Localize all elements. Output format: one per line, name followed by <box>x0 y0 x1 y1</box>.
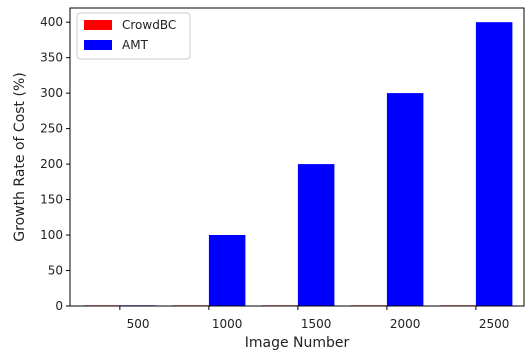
y-tick-label: 400 <box>40 15 63 29</box>
y-tick-label: 0 <box>55 299 63 313</box>
bar-amt-2000 <box>386 93 424 306</box>
y-tick-label: 100 <box>40 228 63 242</box>
y-tick-label: 150 <box>40 193 63 207</box>
bar-amt-2500 <box>475 22 513 306</box>
bar-amt-1000 <box>208 235 246 306</box>
bar-amt-1500 <box>297 164 335 306</box>
legend-label-crowdbc: CrowdBC <box>122 18 176 32</box>
x-axis-ticks: 500 1000 1500 2000 2500 <box>119 306 510 331</box>
legend: CrowdBC AMT <box>76 12 191 60</box>
y-tick-label: 350 <box>40 51 63 65</box>
y-tick-label: 300 <box>40 86 63 100</box>
y-tick-label: 200 <box>40 157 63 171</box>
y-axis-ticks: 0 50 100 150 200 250 300 350 400 <box>40 15 70 313</box>
x-tick-label: 2000 <box>390 317 421 331</box>
plot-frame <box>69 7 525 307</box>
x-tick-label: 1500 <box>301 317 332 331</box>
x-tick-label: 2500 <box>479 317 510 331</box>
y-axis-label: Growth Rate of Cost (%) <box>12 72 28 241</box>
x-axis-label: Image Number <box>245 335 350 351</box>
bars-group <box>83 22 513 307</box>
x-tick-label: 1000 <box>212 317 243 331</box>
y-tick-label: 50 <box>48 264 63 278</box>
y-tick-label: 250 <box>40 122 63 136</box>
legend-swatch-crowdbc <box>84 20 112 30</box>
legend-label-amt: AMT <box>122 38 149 52</box>
legend-swatch-amt <box>84 40 112 50</box>
x-tick-label: 500 <box>127 317 150 331</box>
